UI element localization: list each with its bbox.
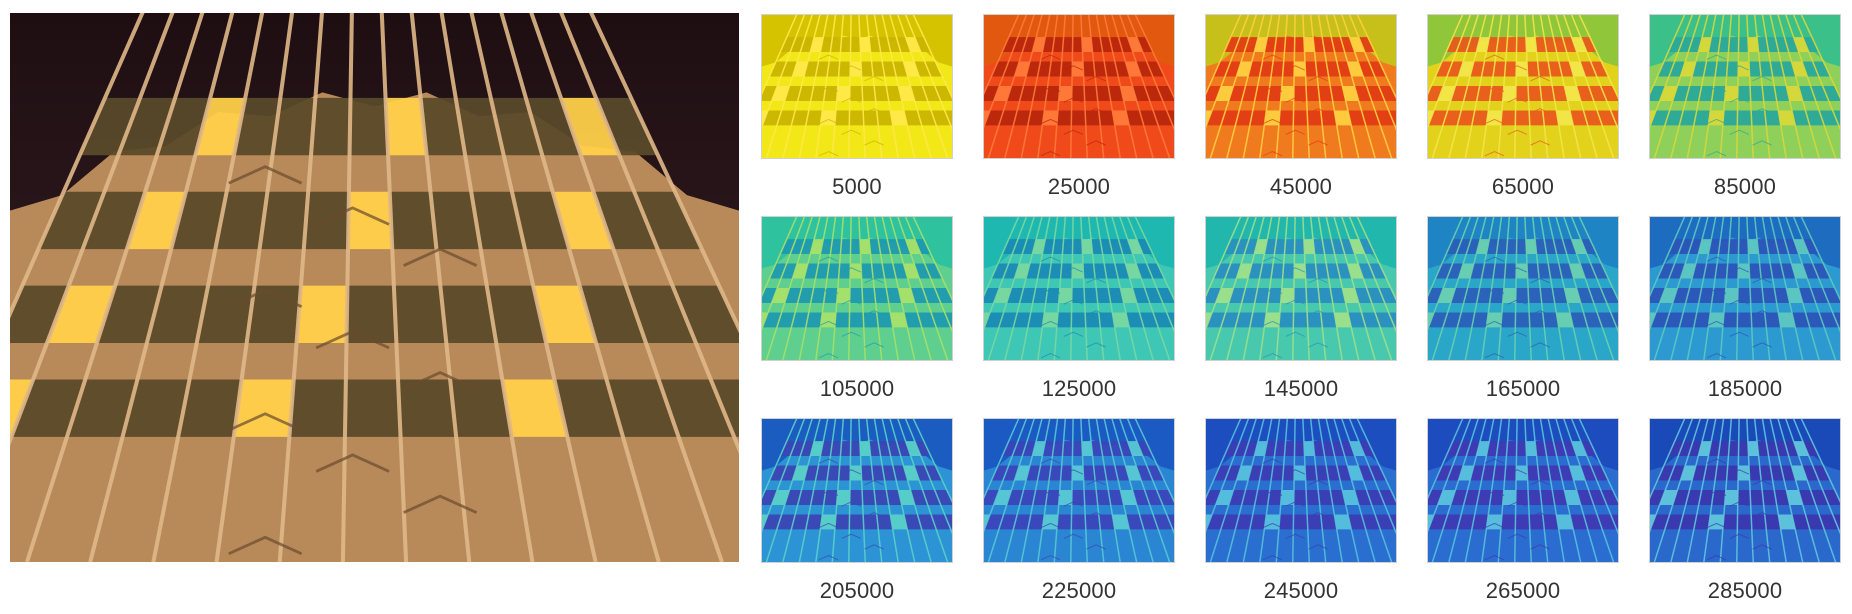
panel-caption: 25000	[1047, 174, 1111, 199]
colormap-panel: 245000	[1205, 418, 1397, 614]
colormap-thumbnail	[1649, 418, 1841, 563]
colormap-thumbnail	[1649, 216, 1841, 361]
panel-caption: 165000	[1485, 376, 1561, 401]
panel-caption: 85000	[1713, 174, 1777, 199]
panel-caption: 285000	[1707, 578, 1783, 603]
colormap-thumbnail	[983, 418, 1175, 563]
colormap-thumbnail	[1427, 216, 1619, 361]
colormap-panel: 85000	[1649, 14, 1841, 210]
colormap-panel: 165000	[1427, 216, 1619, 412]
building-colormap-icon	[984, 217, 1174, 360]
building-colormap-icon	[762, 15, 952, 158]
colormap-panel: 285000	[1649, 418, 1841, 614]
building-colormap-icon	[1650, 217, 1840, 360]
colormap-panel-grid: 5000 25000 45000 65000 85000 105000 125000 1450…	[761, 14, 1841, 614]
building-facade-icon	[10, 13, 739, 562]
panel-caption: 245000	[1263, 578, 1339, 603]
colormap-thumbnail	[983, 216, 1175, 361]
panel-caption: 145000	[1263, 376, 1339, 401]
panel-caption: 125000	[1041, 376, 1117, 401]
panel-caption: 105000	[819, 376, 895, 401]
building-colormap-icon	[1650, 419, 1840, 562]
panel-caption: 185000	[1707, 376, 1783, 401]
colormap-panel: 145000	[1205, 216, 1397, 412]
panel-caption: 225000	[1041, 578, 1117, 603]
building-colormap-icon	[1206, 217, 1396, 360]
colormap-thumbnail	[1205, 216, 1397, 361]
colormap-panel: 225000	[983, 418, 1175, 614]
building-colormap-icon	[1206, 419, 1396, 562]
colormap-thumbnail	[983, 14, 1175, 159]
colormap-panel: 25000	[983, 14, 1175, 210]
panel-caption: 205000	[819, 578, 895, 603]
panel-caption: 65000	[1491, 174, 1555, 199]
colormap-thumbnail	[1205, 14, 1397, 159]
colormap-thumbnail	[761, 418, 953, 563]
building-colormap-icon	[1428, 419, 1618, 562]
colormap-panel: 185000	[1649, 216, 1841, 412]
colormap-thumbnail	[761, 14, 953, 159]
colormap-panel: 45000	[1205, 14, 1397, 210]
building-colormap-icon	[1428, 217, 1618, 360]
colormap-thumbnail	[1205, 418, 1397, 563]
panel-caption: 45000	[1269, 174, 1333, 199]
colormap-thumbnail	[1427, 418, 1619, 563]
building-colormap-icon	[984, 15, 1174, 158]
colormap-panel: 5000	[761, 14, 953, 210]
building-colormap-icon	[984, 419, 1174, 562]
building-colormap-icon	[1650, 15, 1840, 158]
building-colormap-icon	[1206, 15, 1396, 158]
colormap-thumbnail	[761, 216, 953, 361]
colormap-panel: 125000	[983, 216, 1175, 412]
colormap-panel: 65000	[1427, 14, 1619, 210]
colormap-thumbnail	[1427, 14, 1619, 159]
building-colormap-icon	[762, 217, 952, 360]
colormap-panel: 265000	[1427, 418, 1619, 614]
colormap-thumbnail	[1649, 14, 1841, 159]
colormap-panel: 105000	[761, 216, 953, 412]
building-colormap-icon	[762, 419, 952, 562]
colormap-panel: 205000	[761, 418, 953, 614]
panel-caption: 265000	[1485, 578, 1561, 603]
panel-caption: 5000	[832, 174, 882, 199]
building-facade-photo	[10, 13, 739, 562]
building-colormap-icon	[1428, 15, 1618, 158]
